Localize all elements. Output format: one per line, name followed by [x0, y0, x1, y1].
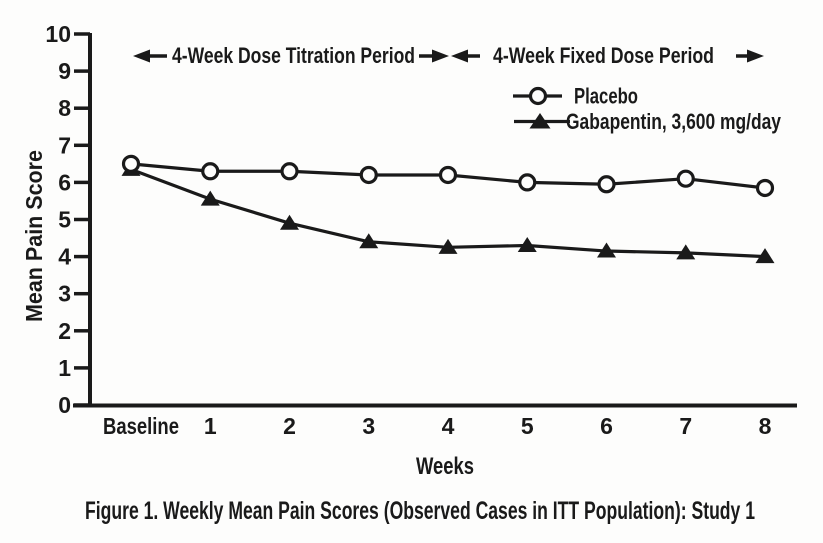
filled-triangle-marker-icon [755, 248, 775, 264]
x-tick-label: 8 [759, 413, 772, 439]
y-tick-label: 9 [58, 58, 71, 84]
legend-label-gabapentin: Gabapentin, 3,600 mg/day [566, 109, 782, 134]
x-axis-labels: Baseline 1 2 3 4 5 6 7 8 [103, 413, 772, 439]
x-tick-label: 4 [442, 413, 455, 439]
legend: Placebo Gabapentin, 3,600 mg/day [513, 84, 782, 134]
arrow-left-icon [133, 49, 150, 63]
open-circle-marker-icon [755, 178, 775, 198]
x-tick-label: 1 [204, 413, 217, 439]
filled-triangle-marker-icon [200, 190, 220, 206]
x-tick-label: 6 [600, 413, 613, 439]
filled-triangle-marker-icon [676, 244, 696, 260]
filled-triangle-marker-icon [597, 242, 616, 258]
y-tick-label: 0 [58, 392, 71, 418]
arrow-left-icon [451, 49, 468, 63]
series-open-circle [121, 154, 775, 198]
filled-triangle-marker-icon [517, 236, 537, 252]
legend-item-placebo: Placebo [513, 84, 638, 109]
y-axis-ticks: 0 1 2 3 4 5 6 7 8 9 10 [45, 21, 90, 418]
x-tick-label: 2 [283, 413, 296, 439]
x-tick-label: Baseline [103, 413, 179, 439]
x-tick-label: 5 [521, 413, 534, 439]
x-axis-title: Weeks [416, 453, 474, 480]
x-tick-label: 7 [679, 413, 692, 439]
y-tick-label: 7 [58, 132, 71, 158]
data-series [121, 154, 775, 264]
series-filled-triangle [121, 160, 775, 264]
fixed-period-annotation: 4-Week Fixed Dose Period [451, 43, 764, 68]
open-circle-marker-icon [518, 173, 537, 192]
filled-triangle-marker-icon [438, 238, 458, 254]
period-annotations: 4-Week Dose Titration Period 4-Week Fixe… [133, 43, 764, 68]
y-tick-label: 1 [58, 355, 71, 381]
y-axis-title: Mean Pain Score [21, 150, 47, 322]
filled-triangle-marker-icon [359, 233, 379, 249]
filled-triangle-marker-icon [529, 113, 551, 129]
fixed-period-label: 4-Week Fixed Dose Period [493, 43, 714, 68]
y-tick-label: 10 [45, 21, 71, 47]
open-circle-marker-icon [280, 162, 299, 181]
y-tick-label: 3 [58, 281, 71, 307]
open-circle-marker-icon [438, 165, 458, 185]
y-tick-label: 6 [58, 169, 71, 195]
titration-period-annotation: 4-Week Dose Titration Period [133, 43, 449, 68]
legend-label-placebo: Placebo [574, 84, 638, 109]
y-tick-label: 4 [58, 244, 71, 270]
legend-item-gabapentin: Gabapentin, 3,600 mg/day [514, 109, 782, 134]
x-tick-label: 3 [362, 413, 375, 439]
open-circle-marker-icon [359, 165, 378, 185]
y-tick-label: 2 [58, 318, 71, 344]
open-circle-marker-icon [597, 175, 616, 194]
arrow-right-icon [432, 49, 449, 63]
y-tick-label: 5 [58, 207, 71, 233]
filled-triangle-marker-icon [280, 214, 299, 230]
open-circle-marker-icon [528, 86, 548, 106]
open-circle-marker-icon [201, 162, 220, 181]
open-circle-marker-icon [121, 154, 141, 173]
figure-caption: Figure 1. Weekly Mean Pain Scores (Obser… [85, 497, 755, 525]
y-tick-label: 8 [58, 95, 71, 121]
titration-period-label: 4-Week Dose Titration Period [172, 43, 415, 68]
open-circle-marker-icon [676, 169, 695, 188]
axes [73, 33, 797, 408]
arrow-right-icon [747, 49, 764, 63]
